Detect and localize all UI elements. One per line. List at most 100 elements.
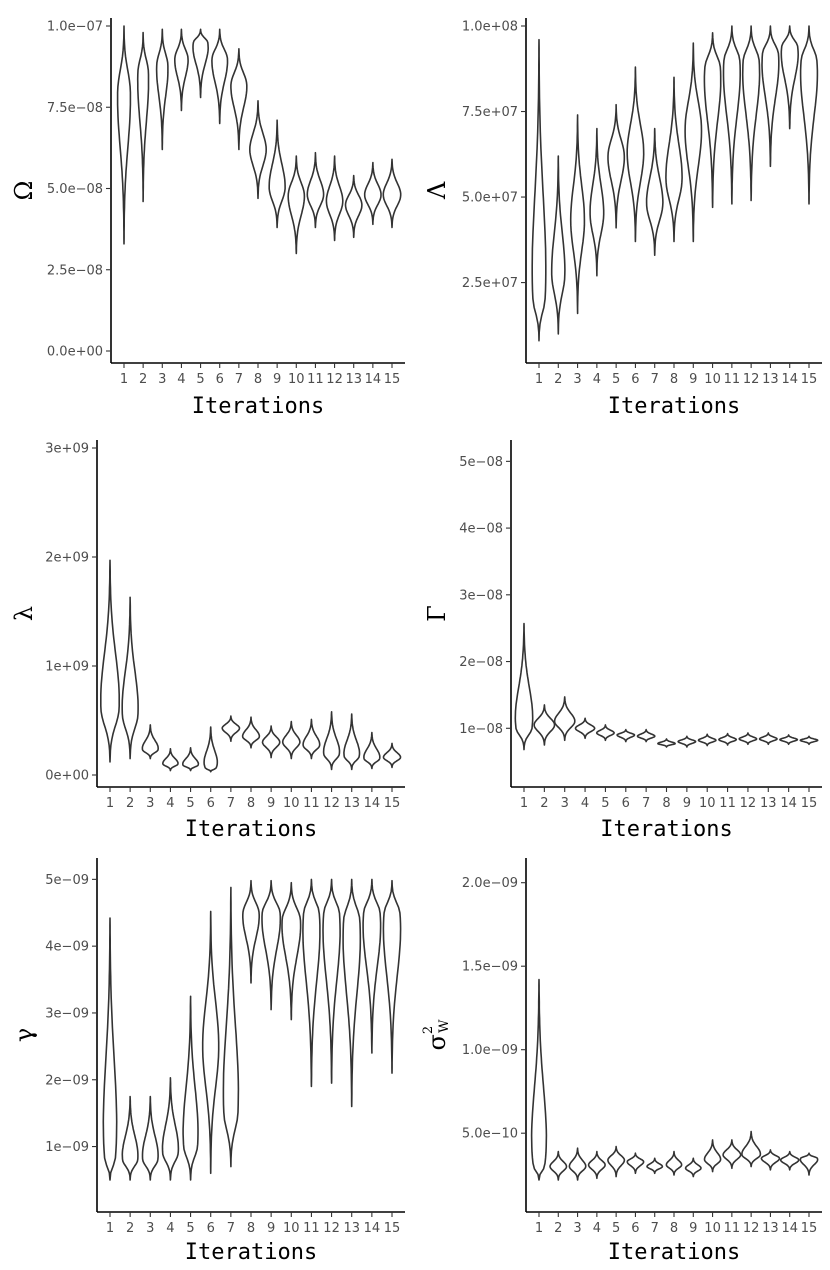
x-tick-label: 9 <box>683 796 691 811</box>
x-tick-label: 5 <box>612 1221 620 1236</box>
violin-9 <box>684 42 703 243</box>
violin-7 <box>230 48 248 151</box>
violin-13 <box>760 1149 781 1171</box>
x-tick-label: 5 <box>601 796 609 811</box>
violin-13 <box>343 713 361 771</box>
x-tick-label: 14 <box>781 372 798 387</box>
x-tick-label: 2 <box>540 796 548 811</box>
x-tick-label: 14 <box>364 796 381 811</box>
x-tick-label: 10 <box>283 1221 300 1236</box>
violin-7 <box>222 886 240 1168</box>
violin-3 <box>553 696 576 742</box>
y-tick-label: 5.0e+07 <box>462 191 518 206</box>
x-tick-label: 12 <box>743 1221 760 1236</box>
x-tick-label: 7 <box>642 796 650 811</box>
violin-7 <box>221 715 241 742</box>
x-tick-label: 11 <box>719 796 736 811</box>
x-tick-label: 13 <box>343 796 360 811</box>
violin-9 <box>684 1157 702 1178</box>
x-tick-label: 5 <box>196 372 204 387</box>
violin-6 <box>616 728 636 743</box>
y-tick-label: 2e−08 <box>459 655 503 670</box>
y-tick-label: 4e−08 <box>459 522 503 537</box>
violin-6 <box>626 1152 645 1175</box>
x-tick-label: 9 <box>267 796 275 811</box>
violin-8 <box>249 100 267 200</box>
y-tick-label: 1e−08 <box>459 722 503 737</box>
y-tick-label: 0e+00 <box>45 769 89 784</box>
violin-15 <box>799 25 819 205</box>
x-tick-label: 15 <box>801 796 818 811</box>
violin-13 <box>761 25 780 168</box>
y-tick-label: 1e+09 <box>45 660 89 675</box>
x-tick-label: 2 <box>126 796 134 811</box>
x-tick-label: 8 <box>662 796 670 811</box>
y-axis-title: Λ <box>423 181 451 200</box>
violin-14 <box>362 878 382 1054</box>
violin-14 <box>780 25 799 130</box>
x-tick-label: 7 <box>651 372 659 387</box>
violin-8 <box>241 716 261 749</box>
violin-7 <box>646 1157 664 1175</box>
x-tick-label: 1 <box>535 372 543 387</box>
violin-14 <box>779 1150 800 1171</box>
violin-11 <box>302 718 321 760</box>
y-tick-label: 2e−09 <box>45 1073 89 1088</box>
y-axis-title: λ <box>10 606 38 621</box>
x-axis-title: Iterations <box>600 817 732 842</box>
x-tick-label: 5 <box>612 372 620 387</box>
x-tick-label: 6 <box>216 372 224 387</box>
x-tick-label: 14 <box>781 1221 798 1236</box>
violin-4 <box>162 748 179 772</box>
x-tick-label: 1 <box>106 1221 114 1236</box>
violin-14 <box>779 734 799 746</box>
x-tick-label: 7 <box>227 1221 235 1236</box>
violin-10 <box>281 881 302 1021</box>
violin-3 <box>141 724 159 760</box>
x-tick-label: 5 <box>186 1221 194 1236</box>
y-tick-label: 3e+09 <box>45 442 89 457</box>
x-tick-label: 11 <box>303 796 320 811</box>
y-tick-label: 1.0e−07 <box>47 20 103 35</box>
y-tick-label: 5.0e−08 <box>47 182 103 197</box>
violin-4 <box>587 1150 606 1180</box>
x-tick-label: 9 <box>273 372 281 387</box>
x-tick-label: 4 <box>166 1221 174 1236</box>
violin-3 <box>141 1095 159 1181</box>
x-tick-label: 6 <box>631 372 639 387</box>
x-tick-label: 12 <box>326 372 343 387</box>
violin-2 <box>550 155 566 335</box>
violin-2 <box>121 1095 139 1181</box>
violin-8 <box>657 738 676 748</box>
x-tick-label: 2 <box>554 1221 562 1236</box>
y-tick-label: 7.5e+07 <box>462 105 518 120</box>
violin-8 <box>242 879 260 984</box>
y-tick-label: 7.5e−08 <box>47 101 103 116</box>
x-tick-label: 4 <box>593 1221 601 1236</box>
x-tick-label: 10 <box>699 796 716 811</box>
violin-10 <box>703 31 722 209</box>
x-tick-label: 5 <box>186 796 194 811</box>
violin-15 <box>382 742 402 769</box>
y-tick-label: 2.5e−08 <box>47 263 103 278</box>
violin-12 <box>738 732 758 746</box>
violin-10 <box>281 720 301 760</box>
x-tick-label: 13 <box>760 796 777 811</box>
violin-5 <box>182 995 199 1181</box>
x-tick-label: 11 <box>303 1221 320 1236</box>
violin-panel-6: 5.0e−101.0e−091.5e−092.0e−091 2 3 4 5 6 7 8 9 10 1… <box>421 858 822 1265</box>
y-tick-label: 3e−09 <box>45 1006 89 1021</box>
x-tick-label: 4 <box>593 372 601 387</box>
y-tick-label: 1.0e+08 <box>462 20 518 35</box>
y-tick-label: 1e−09 <box>45 1140 89 1155</box>
violin-12 <box>322 711 341 771</box>
violin-9 <box>261 879 282 1011</box>
x-tick-label: 2 <box>554 372 562 387</box>
violin-2 <box>136 31 150 203</box>
y-tick-label: 5e−09 <box>45 873 89 888</box>
x-tick-label: 4 <box>581 796 589 811</box>
